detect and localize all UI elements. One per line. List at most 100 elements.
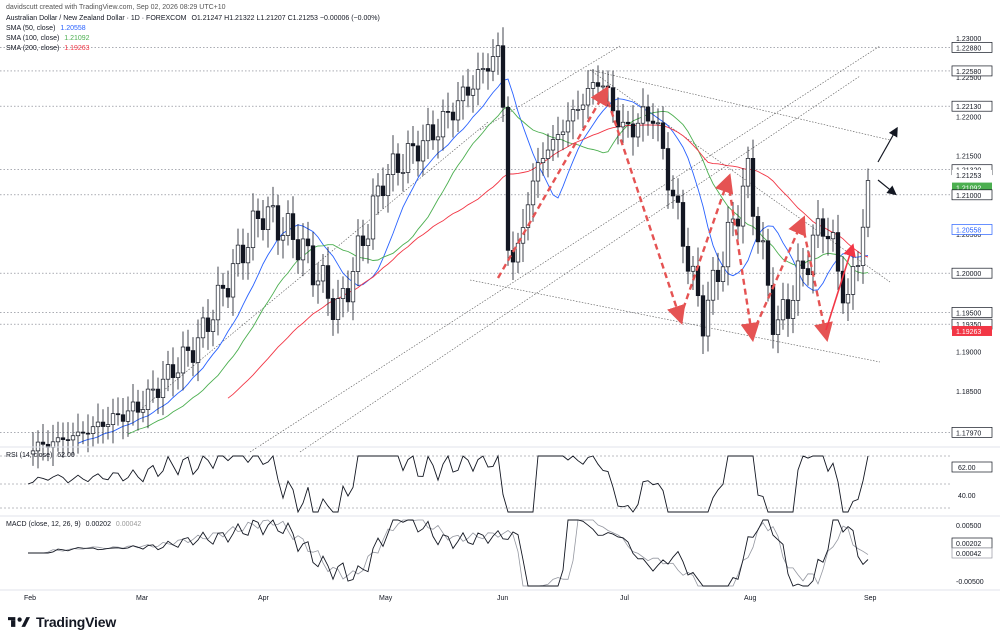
sma100-label: SMA (100, close) (6, 35, 60, 42)
candle-body (795, 260, 801, 301)
candle-body (230, 263, 236, 298)
price-badge (951, 42, 993, 53)
candle-body (105, 424, 111, 427)
candle-body (180, 346, 186, 374)
candle-body (570, 109, 576, 122)
candle-body (440, 111, 446, 138)
candle-body (790, 299, 796, 319)
price-badge (952, 325, 992, 336)
candle-body (800, 260, 806, 269)
price-badge-label: 1.19500 (956, 310, 981, 317)
candle-body (295, 239, 301, 261)
candle-body (460, 86, 466, 102)
price-badge-label: 1.21253 (956, 173, 981, 180)
black-down-arrow (877, 179, 897, 196)
candle-body (690, 265, 696, 272)
candle-body (380, 185, 386, 197)
price-badge-label: 1.19263 (956, 329, 981, 336)
price-badge-label: 1.22580 (956, 69, 981, 76)
rsi-legend[interactable]: RSI (14, close) 62.00 (6, 452, 75, 459)
candle-body (585, 88, 591, 106)
symbol-line: Australian Dollar / New Zealand Dollar ·… (6, 15, 380, 22)
candle-body (515, 242, 521, 263)
price-badge-label: 1.20000 (956, 271, 981, 278)
macd-legend[interactable]: MACD (close, 12, 26, 9) 0.00202 0.00042 (6, 521, 141, 528)
candle-body (635, 122, 641, 138)
candle-body (40, 441, 46, 445)
candle-body (110, 413, 116, 425)
candle-body (770, 284, 776, 335)
candle-body (160, 378, 166, 398)
price-badge-label: 1.22130 (956, 104, 981, 111)
sma50-legend[interactable]: SMA (50, close) 1.20558 (6, 25, 86, 32)
annotations (496, 85, 898, 343)
candle-body (355, 235, 361, 272)
sma50-label: SMA (50, close) (6, 25, 56, 32)
symbol-title[interactable]: Australian Dollar / New Zealand Dollar ·… (6, 15, 187, 22)
candle-body (140, 409, 146, 413)
price-badge (951, 427, 993, 438)
sma100-legend[interactable]: SMA (100, close) 1.21092 (6, 35, 90, 42)
candle-body (825, 235, 831, 240)
candle-body (855, 265, 861, 267)
candle-body (170, 364, 176, 378)
price-axis: 1.23000 1.22500 1.22000 1.21500 1.21000 1.205… (951, 36, 993, 438)
candle-body (500, 45, 506, 108)
candle-body (590, 82, 596, 89)
candle-body (400, 172, 406, 174)
price-badge (951, 100, 993, 112)
time-tick: Mar (136, 595, 149, 602)
candle-body (765, 240, 771, 286)
macd-signal-line (28, 519, 869, 587)
candle-body (185, 346, 191, 351)
candle-body (715, 269, 721, 282)
candle-body (405, 143, 411, 173)
candle-body (375, 185, 381, 197)
candle-body (415, 145, 421, 162)
trendline (249, 45, 881, 453)
candle-body (95, 421, 101, 428)
candle-body (685, 245, 691, 272)
candle-body (655, 122, 661, 125)
candle-body (35, 441, 41, 452)
candle-body (640, 106, 646, 124)
time-tick: Feb (24, 595, 36, 602)
price-tick: 1.21500 (956, 154, 981, 161)
macd-tick: 0.00202 (956, 541, 981, 548)
candle-body (130, 401, 136, 412)
candle-body (115, 413, 121, 416)
candle-body (600, 85, 606, 88)
candle-body (65, 439, 71, 441)
candle-body (305, 238, 311, 247)
candle-body (530, 180, 536, 206)
candle-body (370, 195, 376, 240)
attribution: davidscutt created with TradingView.com,… (6, 4, 226, 11)
candle-body (520, 227, 526, 244)
trendline (589, 69, 891, 141)
sma50-value: 1.20558 (60, 25, 86, 32)
candle-body (605, 85, 611, 89)
candle-body (485, 68, 491, 72)
candle-body (490, 56, 496, 72)
price-badge (952, 169, 992, 180)
macd-tick: -0.00500 (956, 579, 984, 586)
time-tick: Aug (744, 595, 757, 602)
candle-body (135, 401, 141, 413)
candle-body (320, 265, 326, 282)
price-badge-label: 1.22880 (956, 45, 981, 52)
candle-body (595, 82, 601, 87)
red-dashed-arrow (726, 179, 760, 343)
candle-body (850, 266, 856, 295)
macd-line (28, 519, 869, 587)
candle-body (325, 265, 331, 299)
candle-body (665, 148, 671, 191)
candle-body (410, 143, 416, 147)
price-badge (951, 189, 993, 201)
candle-body (120, 414, 126, 422)
sma200-legend[interactable]: SMA (200, close) 1.19263 (6, 45, 90, 52)
red-dashed-arrow (678, 173, 734, 319)
candle-body (350, 271, 356, 303)
candle-body (70, 435, 76, 441)
price-tick: 1.23000 (956, 36, 981, 43)
